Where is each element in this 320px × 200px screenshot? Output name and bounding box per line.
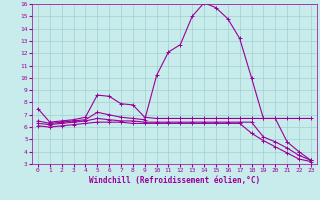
X-axis label: Windchill (Refroidissement éolien,°C): Windchill (Refroidissement éolien,°C) bbox=[89, 176, 260, 185]
